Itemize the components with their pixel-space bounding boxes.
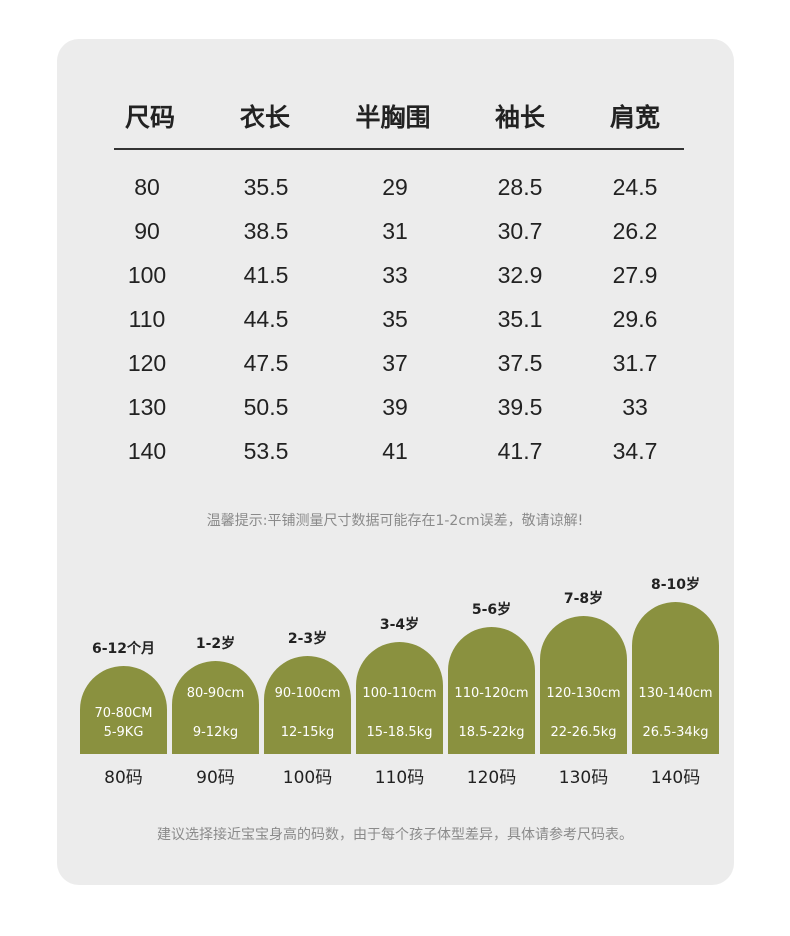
size-bar: 80-90cm 9-12kg [172, 661, 259, 754]
cell-size: 120 [127, 350, 167, 376]
cell-size: 90 [134, 218, 160, 244]
cell-sleeve: 32.9 [497, 262, 543, 288]
weight-range: 9-12kg [192, 725, 239, 740]
cell-size: 110 [128, 306, 166, 332]
size-label: 140码 [650, 768, 701, 788]
table-row: 100 41.5 33 32.9 27.9 [0, 262, 790, 292]
cell-length: 44.5 [243, 306, 289, 332]
cell-length: 38.5 [243, 218, 289, 244]
weight-range: 18.5-22kg [458, 725, 525, 740]
age-label: 6-12个月 [91, 641, 156, 657]
weight-range: 5-9KG [103, 725, 144, 740]
cell-sleeve: 37.5 [497, 350, 543, 376]
table-row: 140 53.5 41 41.7 34.7 [0, 438, 790, 468]
weight-range: 15-18.5kg [366, 725, 433, 740]
cell-sleeve: 41.7 [497, 438, 543, 464]
size-bar: 120-130cm 22-26.5kg [540, 616, 627, 754]
cell-size: 80 [134, 174, 160, 200]
size-label: 110码 [374, 768, 425, 788]
cell-sleeve: 35.1 [497, 306, 543, 332]
header-size: 尺码 [124, 103, 176, 132]
cell-half-chest: 29 [382, 174, 408, 200]
age-label: 3-4岁 [379, 617, 420, 633]
age-label: 2-3岁 [287, 631, 328, 647]
table-row: 130 50.5 39 39.5 33 [0, 394, 790, 424]
cell-length: 50.5 [243, 394, 289, 420]
height-range: 90-100cm [274, 686, 341, 701]
cell-length: 41.5 [243, 262, 289, 288]
age-label: 8-10岁 [650, 577, 701, 593]
cell-half-chest: 33 [382, 262, 408, 288]
size-label: 100码 [282, 768, 333, 788]
header-divider [114, 148, 684, 150]
size-label: 120码 [466, 768, 517, 788]
size-label: 130码 [558, 768, 609, 788]
table-row: 120 47.5 37 37.5 31.7 [0, 350, 790, 380]
header-half-chest: 半胸围 [355, 103, 431, 132]
cell-shoulder: 31.7 [612, 350, 658, 376]
cell-length: 47.5 [243, 350, 289, 376]
measurement-tip: 温馨提示:平铺测量尺寸数据可能存在1-2cm误差，敬请谅解! [206, 513, 584, 529]
table-row: 110 44.5 35 35.1 29.6 [0, 306, 790, 336]
size-label: 90码 [196, 768, 235, 788]
size-label: 80码 [104, 768, 143, 788]
table-row: 80 35.5 29 28.5 24.5 [0, 174, 790, 204]
height-range: 70-80CM [94, 706, 153, 721]
cell-length: 35.5 [243, 174, 289, 200]
weight-range: 12-15kg [280, 725, 335, 740]
size-bar: 110-120cm 18.5-22kg [448, 627, 535, 754]
age-label: 1-2岁 [195, 636, 236, 652]
header-sleeve: 袖长 [494, 103, 546, 132]
cell-half-chest: 39 [382, 394, 408, 420]
cell-sleeve: 39.5 [497, 394, 543, 420]
cell-half-chest: 37 [382, 350, 408, 376]
height-range: 120-130cm [546, 686, 621, 701]
height-range: 80-90cm [186, 686, 245, 701]
weight-range: 22-26.5kg [550, 725, 617, 740]
cell-size: 130 [127, 394, 167, 420]
cell-size: 140 [127, 438, 167, 464]
height-range: 110-120cm [454, 686, 529, 701]
header-shoulder: 肩宽 [609, 103, 661, 132]
cell-half-chest: 31 [382, 218, 408, 244]
size-bar: 70-80CM 5-9KG [80, 666, 167, 754]
height-range: 100-110cm [362, 686, 437, 701]
weight-range: 26.5-34kg [642, 725, 709, 740]
size-bar: 100-110cm 15-18.5kg [356, 642, 443, 754]
footer-note: 建议选择接近宝宝身高的码数，由于每个孩子体型差异，具体请参考尺码表。 [157, 827, 633, 843]
cell-sleeve: 30.7 [497, 218, 543, 244]
table-row: 90 38.5 31 30.7 26.2 [0, 218, 790, 248]
age-label: 5-6岁 [471, 602, 512, 618]
cell-shoulder: 24.5 [612, 174, 658, 200]
cell-shoulder: 26.2 [612, 218, 658, 244]
size-bar: 130-140cm 26.5-34kg [632, 602, 719, 754]
cell-length: 53.5 [243, 438, 289, 464]
cell-shoulder: 33 [622, 394, 648, 420]
size-table-header: 尺码 衣长 半胸围 袖长 肩宽 [0, 98, 790, 138]
header-length: 衣长 [239, 103, 291, 132]
height-range: 130-140cm [638, 686, 713, 701]
cell-shoulder: 27.9 [612, 262, 658, 288]
cell-half-chest: 41 [382, 438, 408, 464]
cell-half-chest: 35 [382, 306, 408, 332]
cell-shoulder: 29.6 [612, 306, 658, 332]
size-bar: 90-100cm 12-15kg [264, 656, 351, 754]
cell-sleeve: 28.5 [497, 174, 543, 200]
age-label: 7-8岁 [563, 591, 604, 607]
cell-size: 100 [127, 262, 167, 288]
cell-shoulder: 34.7 [612, 438, 658, 464]
